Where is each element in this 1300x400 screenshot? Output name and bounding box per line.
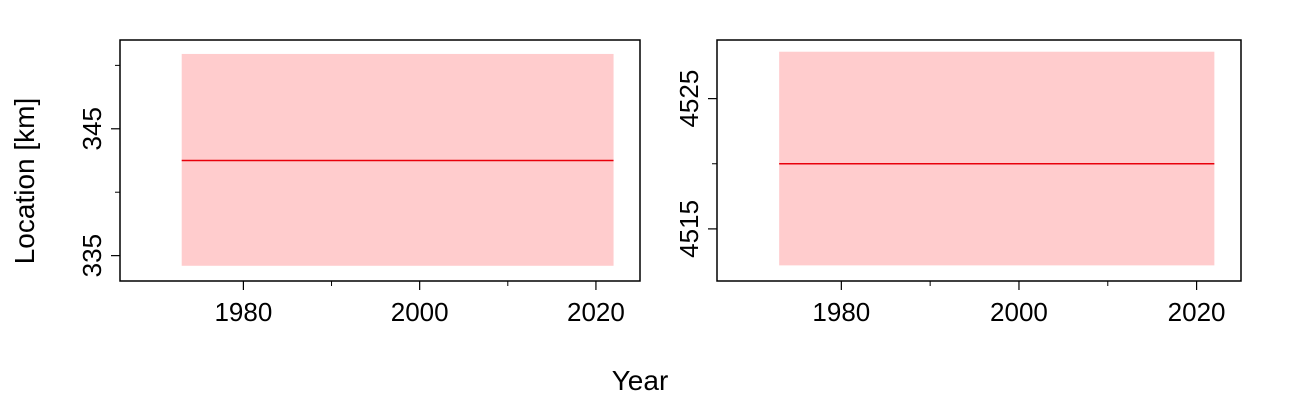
x-axis-title: Year xyxy=(612,365,669,396)
x-tick-label: 2000 xyxy=(391,297,449,327)
x-tick-label: 2020 xyxy=(1168,297,1226,327)
uncertainty-band xyxy=(779,51,1215,266)
plot-frame xyxy=(119,39,641,282)
x-tick-label: 1980 xyxy=(812,297,870,327)
right-panel: 1980 2000 2020 4515 4525 xyxy=(674,39,1242,327)
y-tick-label: 345 xyxy=(77,107,107,150)
y-tick-label: 4525 xyxy=(674,70,704,128)
x-tick-label: 1980 xyxy=(214,297,272,327)
left-panel: 1980 2000 2020 335 345 xyxy=(77,39,641,327)
x-tick-label: 2000 xyxy=(990,297,1048,327)
y-tick-label: 335 xyxy=(77,234,107,277)
y-axis-title: Location [km] xyxy=(9,98,40,265)
x-tick-label: 2020 xyxy=(567,297,625,327)
plot-frame xyxy=(716,39,1242,282)
y-tick-label: 4515 xyxy=(674,200,704,258)
